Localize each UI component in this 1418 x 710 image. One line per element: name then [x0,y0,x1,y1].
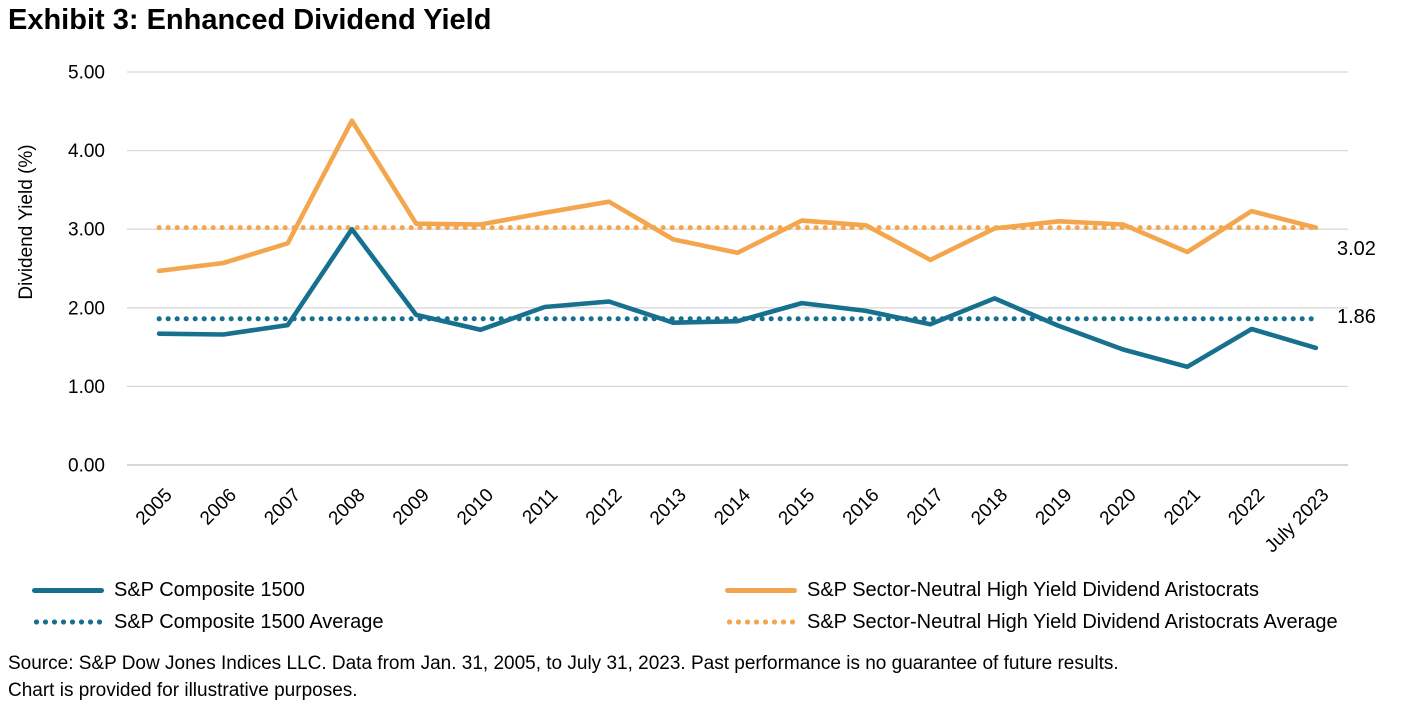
x-tick-label: 2013 [646,485,691,530]
legend-item-composite-1500-average: S&P Composite 1500 Average [32,610,384,633]
orange-average-value-label: 3.02 [1337,238,1376,260]
x-tick-label: 2016 [839,485,884,530]
legend-label: S&P Composite 1500 [114,578,305,601]
x-tick-label: 2011 [519,485,563,529]
legend-label: S&P Sector-Neutral High Yield Dividend A… [807,578,1260,601]
legend-item-aristocrats-average: S&P Sector-Neutral High Yield Dividend A… [725,610,1338,633]
series-line [156,226,1319,370]
orange-solid-line-swatch [725,587,797,593]
y-tick-label: 1.00 [68,377,105,398]
x-tick-label: 2007 [260,485,305,530]
source-line-2: Chart is provided for illustrative purpo… [8,680,358,701]
y-tick-label: 2.00 [68,298,105,319]
x-tick-label: 2018 [967,485,1012,530]
series-line [156,118,1319,274]
x-tick-label: 2005 [132,485,177,530]
x-tick-label: 2022 [1224,485,1269,530]
y-axis-title: Dividend Yield (%) [16,144,37,299]
y-tick-label: 4.00 [68,141,105,162]
y-tick-label: 5.00 [68,63,105,84]
dividend-yield-line-chart: 0.00 1.00 2.00 3.00 4.00 5.00 Dividend Yield (… [16,63,1348,557]
source-line-1: Source: S&P Dow Jones Indices LLC. Data … [8,653,1119,674]
x-tick-label: 2017 [903,485,948,530]
x-tick-label: 2020 [1096,485,1141,530]
legend-label: S&P Composite 1500 Average [114,610,384,633]
y-tick-label: 0.00 [68,456,105,477]
x-tick-label: 2010 [453,485,498,530]
x-tick-label: July 2023 [1261,485,1333,557]
orange-dotted-line-swatch [725,619,797,625]
source-note: Source: S&P Dow Jones Indices LLC. Data … [8,650,1408,704]
x-tick-label: 2009 [389,485,434,530]
teal-solid-line-swatch [32,587,104,593]
legend-item-aristocrats: S&P Sector-Neutral High Yield Dividend A… [725,578,1260,601]
teal-dotted-line-swatch [32,619,104,625]
x-tick-label: 2006 [196,485,241,530]
legend-item-composite-1500: S&P Composite 1500 [32,578,305,601]
x-tick-label: 2021 [1160,485,1205,530]
page-title: Exhibit 3: Enhanced Dividend Yield [8,4,492,36]
x-tick-label: 2015 [775,485,820,530]
y-tick-label: 3.00 [68,220,105,241]
teal-average-value-label: 1.86 [1337,306,1376,328]
x-tick-label: 2008 [325,485,370,530]
x-tick-label: 2012 [582,485,627,530]
legend-label: S&P Sector-Neutral High Yield Dividend A… [807,610,1338,633]
x-tick-label: 2019 [1032,485,1077,530]
x-tick-label: 2014 [710,484,755,529]
